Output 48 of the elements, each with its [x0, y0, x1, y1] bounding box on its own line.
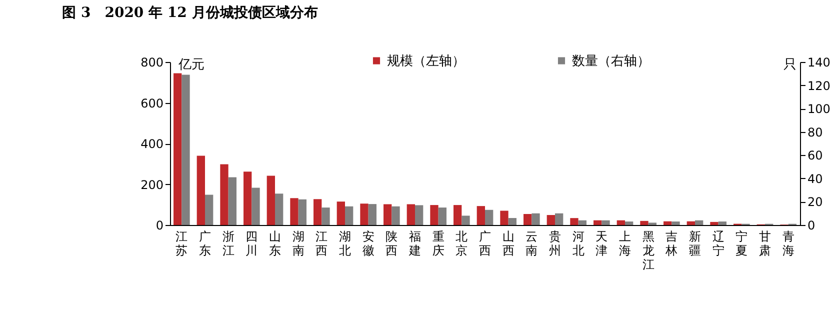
x-tick-label: 福建 [408, 230, 421, 258]
x-tick-label: 青海 [782, 230, 794, 258]
x-tick-label: 四川 [246, 230, 258, 258]
x-tick-label: 云南 [526, 230, 538, 258]
x-tick-label: 山东 [269, 230, 281, 258]
x-tick-label: 浙江 [222, 230, 234, 258]
x-tick-label: 北京 [456, 230, 468, 258]
x-tick-label: 重庆 [432, 230, 444, 258]
x-tick-label: 河北 [572, 230, 584, 258]
y2-tick-label: 60 [808, 148, 823, 163]
y2-tick-label: 120 [808, 78, 830, 93]
x-tick-label: 宁夏 [736, 230, 748, 258]
x-tick-label: 广西 [479, 230, 491, 258]
x-tick-label: 吉林 [664, 230, 678, 258]
y2-tick-label: 20 [808, 195, 823, 210]
x-tick-label: 上海 [619, 230, 631, 258]
x-tick-label: 甘肃 [759, 230, 771, 258]
legend-label: 规模（左轴） [387, 54, 465, 69]
bar [500, 210, 508, 225]
x-tick-label: 湖南 [292, 230, 304, 258]
y-tick-label: 200 [140, 178, 164, 192]
y2-tick-label: 0 [808, 218, 816, 232]
y2-tick-label: 140 [808, 56, 830, 70]
y-tick-label: 400 [140, 137, 164, 151]
bar [196, 156, 205, 225]
y-tick-label: 600 [140, 96, 164, 110]
y-axis-title: 亿元 [178, 58, 204, 72]
x-tick-label: 新疆 [689, 230, 701, 258]
y2-tick-label: 80 [808, 125, 823, 140]
x-tick-label: 辽宁 [712, 230, 724, 258]
y2-tick-label: 100 [808, 102, 830, 116]
y-tick-label: 0 [156, 218, 164, 232]
x-tick-label: 安徽 [362, 230, 374, 258]
x-tick-label: 广东 [199, 230, 211, 258]
x-tick-label: 湖北 [339, 230, 351, 258]
bar [454, 205, 462, 225]
x-tick-label: 江苏 [176, 230, 188, 258]
chart-title: 图 3 2020 年 12 月份城投债区域分布 [62, 5, 318, 21]
y-tick-label: 800 [140, 56, 164, 70]
x-tick-label: 黑龙江 [642, 230, 654, 272]
legend-label: 数量（右轴） [572, 54, 650, 69]
x-tick-label: 天津 [596, 230, 608, 258]
y2-axis-title: 只 [784, 58, 796, 72]
x-tick-label: 贵州 [549, 230, 561, 258]
x-tick-label: 陕西 [386, 230, 398, 258]
y2-tick-label: 40 [808, 172, 823, 186]
x-tick-label: 山西 [502, 230, 514, 258]
x-tick-label: 江西 [316, 230, 328, 258]
